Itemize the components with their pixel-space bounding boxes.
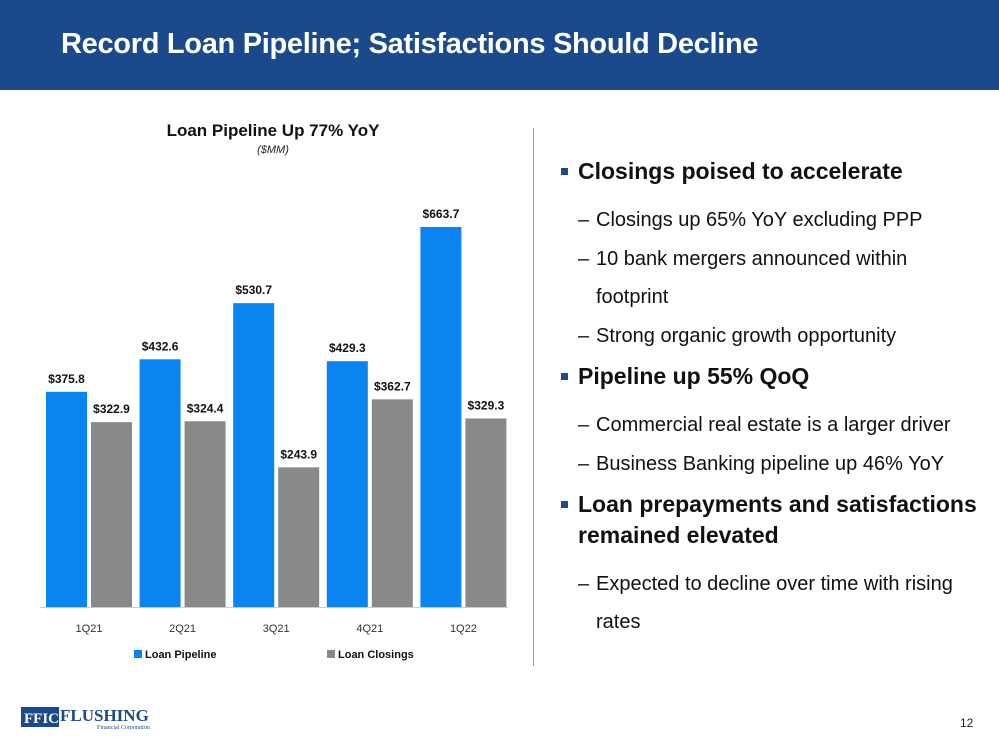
ffic-logo: FFIC FLUSHING Financial Corporation (21, 704, 156, 735)
x-tick-label: 3Q21 (263, 623, 290, 635)
sub-bullet-text: Strong organic growth opportunity (596, 325, 897, 347)
sub-bullet: – Commercial real estate is a larger driv… (560, 406, 980, 444)
bullet-text: Loan prepayments and satisfactions remai… (578, 491, 977, 548)
sub-bullet-text: Business Banking pipeline up 46% YoY (596, 453, 945, 475)
sub-bullet: – Strong organic growth opportunity (560, 317, 980, 355)
page-number: 12 (960, 716, 974, 730)
svg-text:FFIC: FFIC (24, 711, 59, 727)
bar-closings (278, 467, 320, 607)
data-label: $362.7 (374, 379, 411, 393)
dash-icon: – (578, 209, 590, 231)
sub-bullet-text: 10 bank mergers announced within footpri… (596, 248, 908, 308)
bullet: Loan prepayments and satisfactions remai… (560, 489, 980, 551)
bar-pipeline (139, 359, 181, 607)
sub-bullet-text: Closings up 65% YoY excluding PPP (596, 209, 923, 231)
bar-pipeline (420, 227, 462, 607)
bullet-square-icon (561, 373, 568, 380)
x-tick-label: 1Q21 (76, 623, 103, 635)
bar-closings (371, 399, 413, 607)
bullet-square-icon (561, 501, 568, 508)
sub-bullet: –10 bank mergers announced within footpr… (560, 240, 980, 316)
data-label: $243.9 (280, 447, 317, 461)
bar-closings (91, 422, 132, 607)
data-label: $329.3 (468, 398, 505, 412)
bullet: Pipeline up 55% QoQ (560, 361, 980, 392)
bar-pipeline (326, 361, 368, 607)
dash-icon: – (578, 414, 590, 436)
x-tick-label: 1Q22 (450, 623, 477, 635)
bullet: Closings poised to accelerate (560, 156, 980, 187)
dash-icon: – (578, 573, 590, 595)
sub-bullet: – Business Banking pipeline up 46% YoY (560, 445, 980, 483)
svg-text:Financial Corporation: Financial Corporation (97, 725, 150, 730)
sub-bullet: – Expected to decline over time with risi… (560, 565, 980, 641)
legend-label: Loan Pipeline (145, 649, 217, 661)
legend-swatch (134, 650, 142, 658)
svg-text:FLUSHING: FLUSHING (60, 706, 149, 725)
bar-pipeline (46, 391, 87, 607)
sub-bullet: – Closings up 65% YoY excluding PPP (560, 201, 980, 239)
data-label: $429.3 (329, 341, 366, 355)
bullet-text: Pipeline up 55% QoQ (578, 363, 810, 389)
bullet-list: Closings poised to accelerate – Closings u… (560, 156, 980, 647)
data-label: $530.7 (235, 283, 272, 297)
legend-label: Loan Closings (338, 649, 414, 661)
dash-icon: – (578, 325, 590, 347)
data-label: $663.7 (423, 207, 460, 221)
bullet-text: Closings poised to accelerate (578, 158, 903, 184)
x-tick-label: 4Q21 (356, 623, 383, 635)
bar-chart: $375.8 $322.9 1Q21 $432.6 $324.4 2Q21 $530.7 $2… (40, 207, 508, 661)
dash-icon: – (578, 248, 590, 270)
bullet-square-icon (561, 168, 568, 175)
x-tick-label: 2Q21 (169, 623, 196, 635)
legend-swatch (327, 650, 335, 658)
divider (533, 128, 534, 666)
chart-subtitle: ($MM) (257, 144, 289, 156)
data-label: $324.4 (187, 401, 224, 415)
data-label: $322.9 (93, 402, 130, 416)
data-label: $375.8 (48, 372, 85, 386)
bar-closings (184, 421, 226, 607)
chart-title: Loan Pipeline Up 77% YoY (166, 121, 380, 140)
sub-bullet-text: Expected to decline over time with risin… (596, 573, 953, 633)
bar-pipeline (233, 303, 275, 607)
dash-icon: – (578, 453, 590, 475)
sub-bullet-text: Commercial real estate is a larger drive… (596, 414, 951, 436)
title-bar: Record Loan Pipeline; Satisfactions Shou… (0, 0, 999, 90)
page-title: Record Loan Pipeline; Satisfactions Shou… (61, 28, 759, 60)
bar-closings (465, 418, 507, 607)
data-label: $432.6 (142, 339, 179, 353)
